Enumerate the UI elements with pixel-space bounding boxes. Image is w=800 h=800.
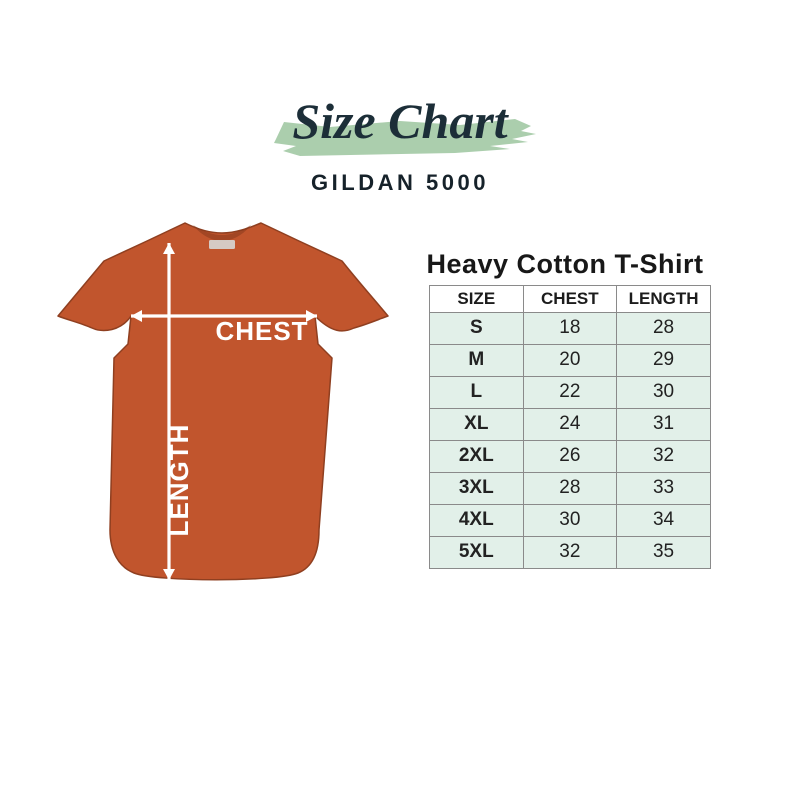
svg-text:CHEST: CHEST	[215, 316, 308, 346]
svg-text:LENGTH: LENGTH	[164, 424, 194, 537]
